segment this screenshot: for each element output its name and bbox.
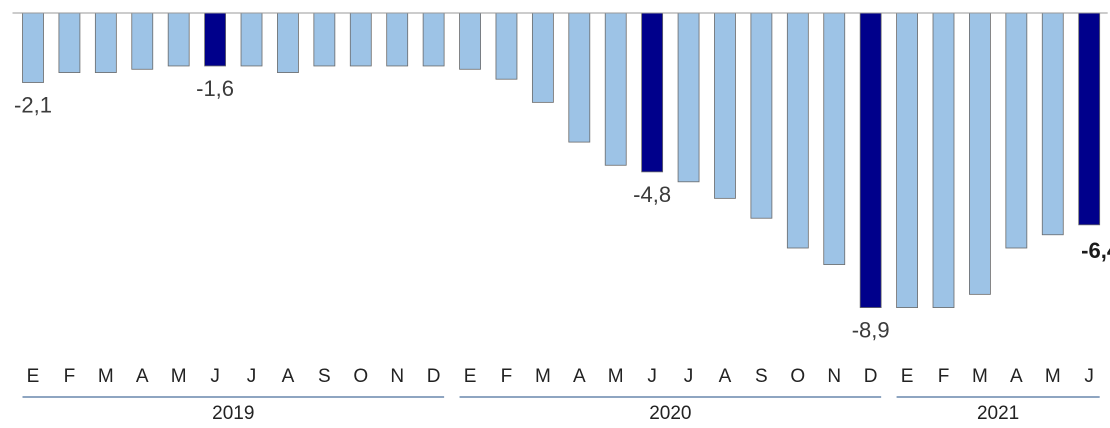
bar: [786, 12, 809, 249]
bar: [422, 12, 445, 67]
bar: [714, 12, 736, 199]
x-tick-label: O: [790, 366, 805, 387]
x-tick-label: F: [64, 366, 76, 387]
bar: [167, 12, 190, 67]
bar: [240, 12, 263, 67]
bar: [604, 12, 627, 166]
bar: [896, 12, 918, 308]
x-tick-label: F: [938, 366, 950, 387]
bar-highlight: [641, 12, 664, 173]
year-group-label: 2020: [649, 403, 691, 423]
x-tick-label: S: [318, 366, 331, 387]
x-tick-label: F: [501, 366, 513, 387]
bar: [677, 12, 700, 183]
data-label: -8,9: [852, 318, 890, 343]
x-tick-label: E: [464, 366, 477, 387]
x-tick-label: J: [247, 366, 257, 387]
data-label: -6,4: [1081, 238, 1110, 263]
bar: [58, 12, 81, 73]
bar: [313, 12, 336, 67]
bar: [349, 12, 372, 67]
bar: [823, 12, 846, 265]
x-tick-label: M: [972, 366, 988, 387]
bar: [495, 12, 518, 80]
x-tick-label: S: [755, 366, 768, 387]
x-tick-label: M: [171, 366, 187, 387]
x-tick-label: M: [98, 366, 114, 387]
x-tick-label: N: [827, 366, 841, 387]
bar: [277, 12, 299, 73]
x-tick-label: A: [282, 366, 295, 387]
bar: [932, 12, 955, 308]
x-tick-label: D: [864, 366, 878, 387]
bar: [459, 12, 481, 70]
bar: [1005, 12, 1028, 249]
x-tick-label: J: [684, 366, 694, 387]
bar: [94, 12, 117, 73]
year-group-label: 2021: [977, 403, 1019, 423]
bar-highlight: [204, 12, 227, 67]
x-tick-label: O: [353, 366, 368, 387]
x-tick-label: J: [1084, 366, 1094, 387]
bar: [568, 12, 591, 143]
x-tick-label: M: [535, 366, 551, 387]
bar: [386, 12, 409, 67]
x-tick-label: A: [573, 366, 586, 387]
year-group-label: 2019: [212, 403, 254, 423]
bar: [969, 12, 991, 295]
x-tick-label: N: [390, 366, 404, 387]
data-label: -4,8: [633, 182, 671, 207]
data-label: -1,6: [196, 76, 234, 101]
x-tick-label: D: [427, 366, 441, 387]
x-tick-label: E: [901, 366, 914, 387]
bar: [22, 12, 44, 83]
bar: [750, 12, 773, 219]
x-tick-label: E: [27, 366, 40, 387]
x-tick-label: M: [1045, 366, 1061, 387]
bar: [131, 12, 154, 70]
x-tick-label: J: [210, 366, 220, 387]
x-tick-label: M: [608, 366, 624, 387]
bar-highlight: [1078, 12, 1101, 226]
x-tick-label: A: [1010, 366, 1023, 387]
x-tick-label: A: [719, 366, 732, 387]
data-label: -2,1: [14, 93, 52, 118]
x-tick-label: J: [647, 366, 657, 387]
x-tick-label: A: [136, 366, 149, 387]
bar: [531, 12, 554, 103]
bar-highlight: [859, 12, 882, 308]
bar: [1041, 12, 1064, 236]
